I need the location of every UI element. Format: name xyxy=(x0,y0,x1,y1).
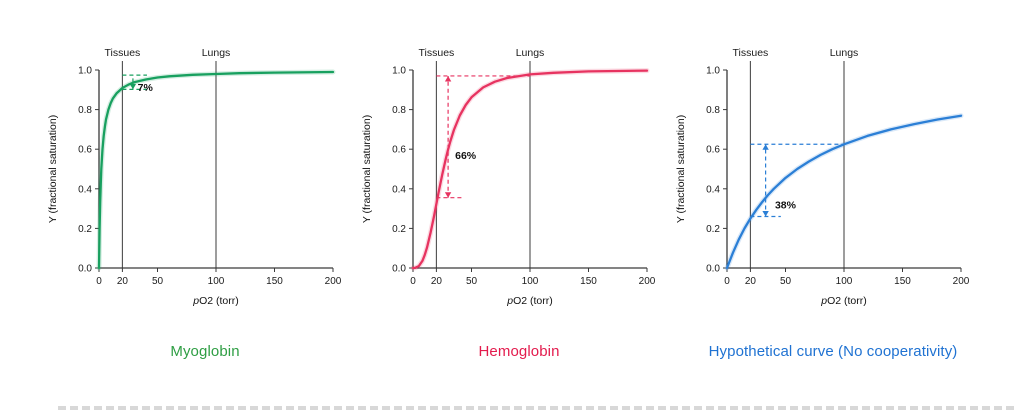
y-axis-label: Y (fractional saturation) xyxy=(675,115,687,223)
y-tick-label: 0.4 xyxy=(392,184,406,195)
ref-label-tissues: Tissues xyxy=(733,47,769,59)
hypothetical-plot: Tissues Lungs 0 20 50 100 150 200 0.0 0.2 0.4 0.6 0.… xyxy=(675,47,970,307)
charts-row: Tissues Lungs 0 20 50 100 150 200 0.0 0.2 0.4 0.6 0.… xyxy=(43,44,971,360)
y-tick-label: 0.6 xyxy=(392,145,406,156)
x-tick-label: 100 xyxy=(836,276,853,287)
ref-label-lungs: Lungs xyxy=(830,47,859,59)
annotation-label: 66% xyxy=(455,150,477,162)
x-tick-label: 20 xyxy=(745,276,757,287)
y-tick-label: 0.0 xyxy=(706,264,720,275)
x-tick-label: 50 xyxy=(152,276,164,287)
y-tick-label: 0.2 xyxy=(392,224,406,235)
y-tick-label: 0.2 xyxy=(78,224,92,235)
y-tick-label: 0.4 xyxy=(706,184,720,195)
chart-hypothetical: Tissues Lungs 0 20 50 100 150 200 0.0 0.2 0.4 0.6 0.… xyxy=(671,44,971,360)
x-tick-label: 150 xyxy=(580,276,597,287)
hemoglobin-plot: Tissues Lungs 0 20 50 100 150 200 0.0 0.2 0.4 0.6 0.… xyxy=(361,47,656,307)
y-tick-label: 0.8 xyxy=(706,105,720,116)
arrowhead xyxy=(444,75,452,82)
ref-label-lungs: Lungs xyxy=(516,47,545,59)
x-tick-label: 50 xyxy=(780,276,792,287)
y-tick-label: 0.8 xyxy=(78,105,92,116)
y-tick-label: 0.6 xyxy=(706,145,720,156)
annotation-label: 7% xyxy=(138,82,154,94)
chart-title-hemoglobin: Hemoglobin xyxy=(478,343,560,360)
chart-hemoglobin: Tissues Lungs 0 20 50 100 150 200 0.0 0.2 0.4 0.6 0.… xyxy=(357,44,657,360)
x-tick-label: 150 xyxy=(894,276,911,287)
x-tick-label: 20 xyxy=(117,276,129,287)
x-tick-label: 200 xyxy=(953,276,970,287)
hypothetical-curve xyxy=(725,114,963,270)
myoglobin-curve xyxy=(97,70,335,270)
arrowhead xyxy=(444,192,452,198)
y-tick-label: 1.0 xyxy=(706,66,720,77)
x-tick-label: 100 xyxy=(522,276,539,287)
arrowhead xyxy=(762,211,769,217)
y-tick-label: 0.6 xyxy=(78,145,92,156)
myoglobin-plot: Tissues Lungs 0 20 50 100 150 200 0.0 0.2 0.4 0.6 0.… xyxy=(47,47,342,307)
x-axis-label: pO2 (torr) xyxy=(506,295,553,307)
y-tick-label: 1.0 xyxy=(392,66,406,77)
x-tick-label: 0 xyxy=(96,276,102,287)
annotation-label: 38% xyxy=(775,200,797,212)
x-tick-label: 0 xyxy=(724,276,730,287)
y-tick-label: 0.2 xyxy=(706,224,720,235)
x-tick-label: 150 xyxy=(266,276,283,287)
ref-label-tissues: Tissues xyxy=(105,47,141,59)
x-tick-label: 0 xyxy=(410,276,416,287)
y-tick-label: 0.0 xyxy=(392,264,406,275)
chart-title-hypothetical: Hypothetical curve (No cooperativity) xyxy=(708,343,958,360)
hemoglobin-curve xyxy=(411,69,649,270)
slide-border-dashes xyxy=(58,406,1014,410)
x-tick-label: 20 xyxy=(431,276,443,287)
chart-title-myoglobin: Myoglobin xyxy=(170,343,240,360)
y-axis-label: Y (fractional saturation) xyxy=(47,115,59,223)
x-tick-label: 200 xyxy=(325,276,342,287)
y-tick-label: 0.0 xyxy=(78,264,92,275)
arrowhead xyxy=(129,83,137,90)
x-tick-label: 200 xyxy=(639,276,656,287)
y-tick-label: 0.4 xyxy=(78,184,92,195)
arrowhead xyxy=(762,144,769,150)
y-axis-label: Y (fractional saturation) xyxy=(361,115,373,223)
x-axis-label: pO2 (torr) xyxy=(192,295,239,307)
y-tick-label: 0.8 xyxy=(392,105,406,116)
x-tick-label: 100 xyxy=(208,276,225,287)
chart-myoglobin: Tissues Lungs 0 20 50 100 150 200 0.0 0.2 0.4 0.6 0.… xyxy=(43,44,343,360)
y-tick-label: 1.0 xyxy=(78,66,92,77)
x-tick-label: 50 xyxy=(466,276,478,287)
ref-label-lungs: Lungs xyxy=(202,47,231,59)
x-axis-label: pO2 (torr) xyxy=(820,295,867,307)
ref-label-tissues: Tissues xyxy=(419,47,455,59)
